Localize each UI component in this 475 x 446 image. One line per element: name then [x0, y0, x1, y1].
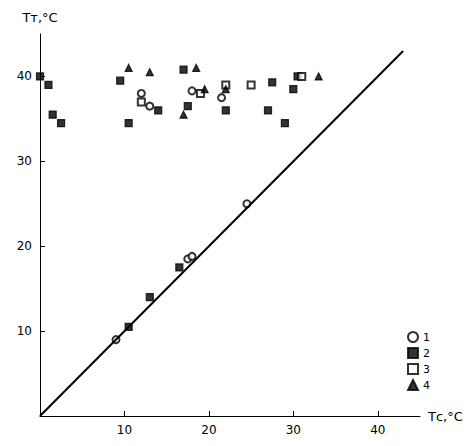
- svg-text:1: 1: [423, 331, 430, 344]
- svg-text:Tт,°C: Tт,°C: [21, 10, 57, 25]
- svg-text:10: 10: [17, 324, 32, 338]
- svg-text:10: 10: [117, 423, 132, 437]
- svg-text:30: 30: [17, 154, 32, 168]
- svg-text:2: 2: [423, 347, 430, 360]
- svg-text:40: 40: [17, 69, 32, 83]
- svg-text:4: 4: [423, 379, 430, 392]
- svg-text:30: 30: [286, 423, 301, 437]
- svg-text:40: 40: [370, 423, 385, 437]
- svg-text:20: 20: [17, 239, 32, 253]
- svg-text:Tс,°C: Tс,°C: [427, 409, 463, 424]
- svg-text:3: 3: [423, 363, 430, 376]
- svg-text:20: 20: [201, 423, 216, 437]
